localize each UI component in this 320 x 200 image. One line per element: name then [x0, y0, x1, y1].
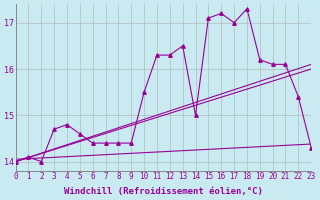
X-axis label: Windchill (Refroidissement éolien,°C): Windchill (Refroidissement éolien,°C) [64, 187, 263, 196]
